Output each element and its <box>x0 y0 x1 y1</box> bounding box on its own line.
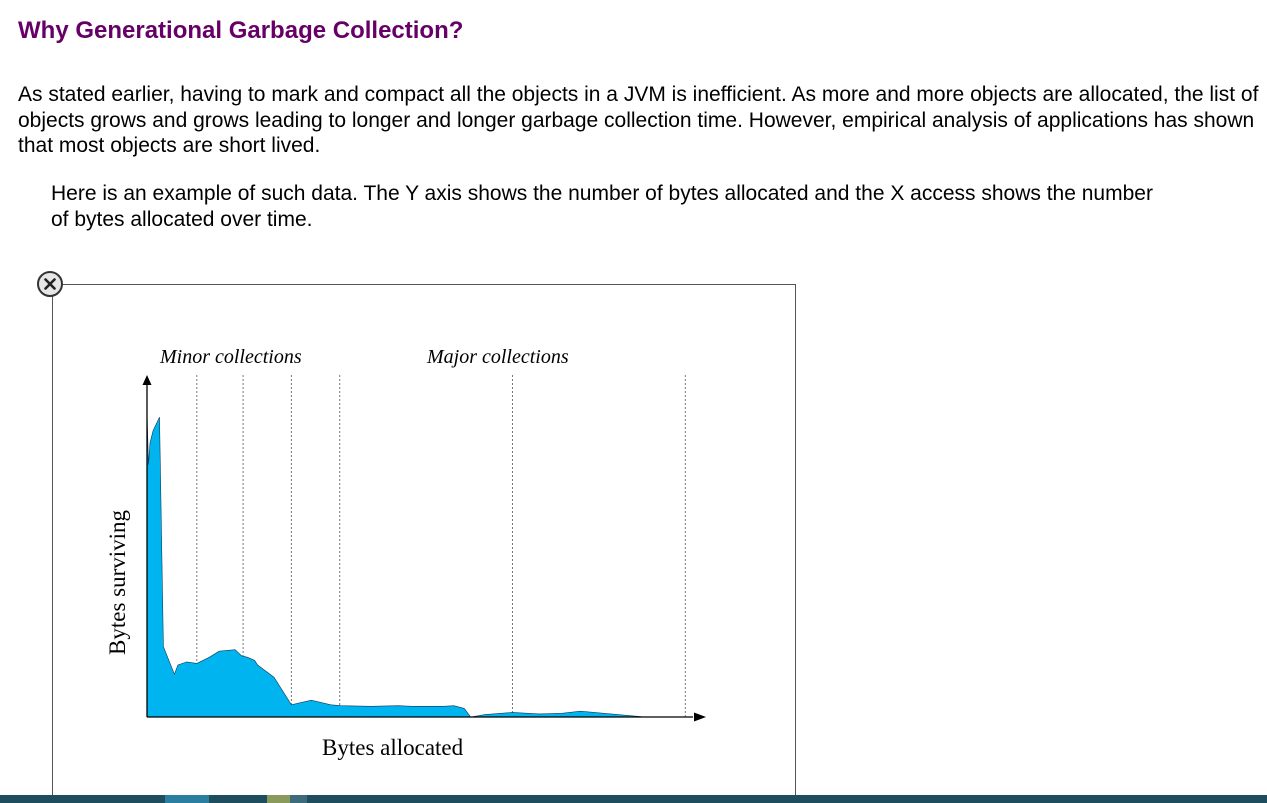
close-icon <box>44 278 56 290</box>
figure-frame: Minor collections Major collections Byte… <box>52 284 796 803</box>
bottom-bar-segment <box>165 795 209 803</box>
survival-area <box>146 410 646 718</box>
y-axis-arrow <box>142 375 152 385</box>
bottom-bar-segment <box>290 795 307 803</box>
minor-collections-label: Minor collections <box>159 346 302 368</box>
x-axis-arrow <box>694 712 706 722</box>
y-axis-label: Bytes surviving <box>105 509 130 655</box>
bottom-bar <box>0 795 1267 803</box>
chart: Minor collections Major collections Byte… <box>105 346 706 760</box>
x-axis-label: Bytes allocated <box>322 735 464 760</box>
intro-paragraph: As stated earlier, having to mark and co… <box>18 83 1259 157</box>
major-collections-label: Major collections <box>426 346 569 368</box>
close-button[interactable] <box>37 271 63 297</box>
bottom-bar-segment <box>267 795 290 803</box>
page-title: Why Generational Garbage Collection? <box>18 17 464 44</box>
example-paragraph: Here is an example of such data. The Y a… <box>51 182 1153 231</box>
